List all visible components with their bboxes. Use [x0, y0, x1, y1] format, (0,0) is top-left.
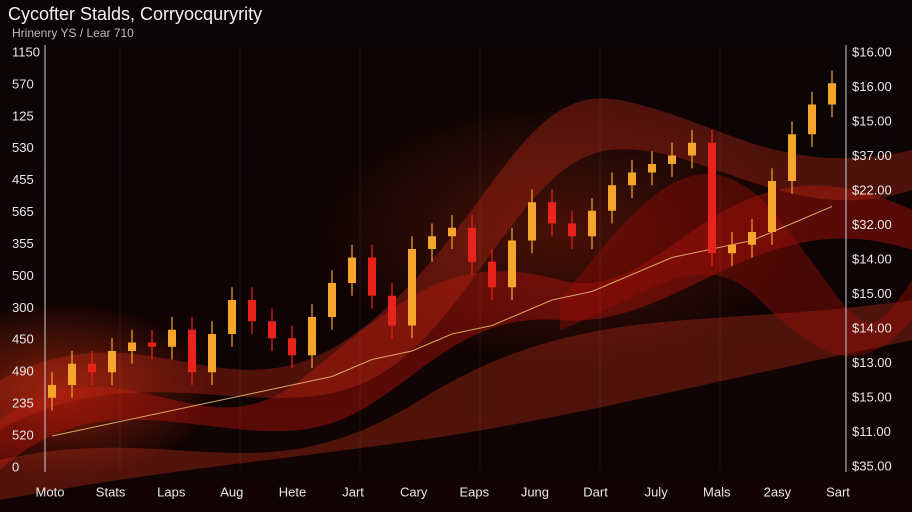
x-tick-label: Laps — [157, 484, 186, 499]
wave — [560, 174, 912, 357]
x-tick-label: Jart — [342, 484, 364, 499]
y2-tick-label: $13.00 — [852, 355, 892, 370]
x-tick-label: Dart — [583, 484, 608, 499]
chart-subtitle: Hrinenry YS / Lear 710 — [12, 26, 134, 40]
candle-body — [648, 164, 656, 173]
candle-body — [768, 181, 776, 232]
x-tick-label: Sart — [826, 484, 850, 499]
candle-body — [508, 240, 516, 288]
x-tick-label: Stats — [96, 484, 126, 499]
wave — [0, 185, 912, 470]
plot — [48, 70, 836, 437]
chart-title: Cycofter Stalds, Corryocquryrity — [8, 4, 262, 24]
candle-body — [328, 283, 336, 317]
candle-body — [288, 338, 296, 356]
y2-tick-label: $32.00 — [852, 217, 892, 232]
candle-body — [708, 142, 716, 254]
x-tick-label: 2asy — [764, 484, 792, 499]
y-tick-label: 1150 — [12, 44, 40, 59]
y2-tick-label: $37.00 — [852, 148, 892, 163]
candle-body — [88, 363, 96, 373]
y2-tick-label: $35.00 — [852, 458, 892, 473]
y-tick-label: 300 — [12, 300, 34, 315]
y-tick-label: 565 — [12, 204, 34, 219]
candle-body — [208, 334, 216, 373]
candle-body — [348, 257, 356, 283]
y-tick-label: 530 — [12, 140, 34, 155]
x-tick-label: Eaps — [459, 484, 489, 499]
decor-waves — [0, 90, 912, 500]
candle-body — [588, 210, 596, 237]
candle-body — [788, 134, 796, 181]
y-tick-label: 455 — [12, 172, 34, 187]
grid — [119, 45, 721, 470]
x-tick-label: Mals — [703, 484, 731, 499]
y-tick-label: 490 — [12, 364, 34, 379]
candle-body — [108, 351, 116, 373]
candle-body — [668, 155, 676, 164]
candle-body — [308, 317, 316, 356]
trend-line — [51, 206, 833, 437]
y-tick-label: 125 — [12, 108, 34, 123]
y-tick-label: 520 — [12, 428, 34, 443]
y-tick-label: 0 — [12, 459, 19, 474]
y-tick-label: 500 — [12, 268, 34, 283]
candle-body — [448, 227, 456, 237]
candle-body — [548, 202, 556, 224]
candle-body — [408, 249, 416, 326]
y2-tick-label: $14.00 — [852, 251, 892, 266]
y-tick-label: 355 — [12, 236, 34, 251]
candle-body — [608, 185, 616, 211]
candle-body — [808, 104, 816, 135]
candle-body — [628, 172, 636, 186]
y2-tick-label: $15.00 — [852, 389, 892, 404]
candle-body — [168, 329, 176, 347]
y2-tick-label: $16.00 — [852, 44, 892, 59]
y-tick-label: 450 — [12, 332, 34, 347]
x-tick-label: Jung — [521, 484, 549, 499]
candle-body — [528, 202, 536, 241]
candle-body — [688, 142, 696, 156]
candle-body — [248, 300, 256, 322]
candle-body — [468, 227, 476, 262]
candle-body — [148, 342, 156, 347]
candle-body — [388, 295, 396, 326]
candle-body — [828, 83, 836, 105]
x-tick-label: Aug — [220, 484, 243, 499]
candle-body — [748, 232, 756, 245]
y-tick-label: 235 — [12, 396, 34, 411]
candle-body — [728, 244, 736, 254]
candle-body — [68, 363, 76, 385]
candle-body — [568, 223, 576, 237]
y2-tick-label: $15.00 — [852, 286, 892, 301]
candle-body — [428, 236, 436, 249]
x-tick-label: July — [645, 484, 669, 499]
candle-body — [188, 329, 196, 373]
candle-body — [228, 300, 236, 334]
x-tick-label: Moto — [36, 484, 65, 499]
y2-tick-label: $22.00 — [852, 182, 892, 197]
y2-tick-label: $14.00 — [852, 320, 892, 335]
candle-body — [128, 342, 136, 351]
x-tick-label: Hete — [279, 484, 306, 499]
x-tick-label: Cary — [400, 484, 428, 499]
glow — [300, 90, 820, 370]
candle-body — [268, 321, 276, 339]
y2-tick-label: $11.00 — [852, 424, 891, 439]
candle-body — [368, 257, 376, 296]
candle-body — [48, 385, 56, 398]
wave — [0, 98, 912, 430]
y2-tick-label: $15.00 — [852, 113, 892, 128]
candle-body — [488, 261, 496, 288]
wave — [0, 300, 912, 500]
y2-tick-label: $16.00 — [852, 79, 892, 94]
y-tick-label: 570 — [12, 76, 34, 91]
